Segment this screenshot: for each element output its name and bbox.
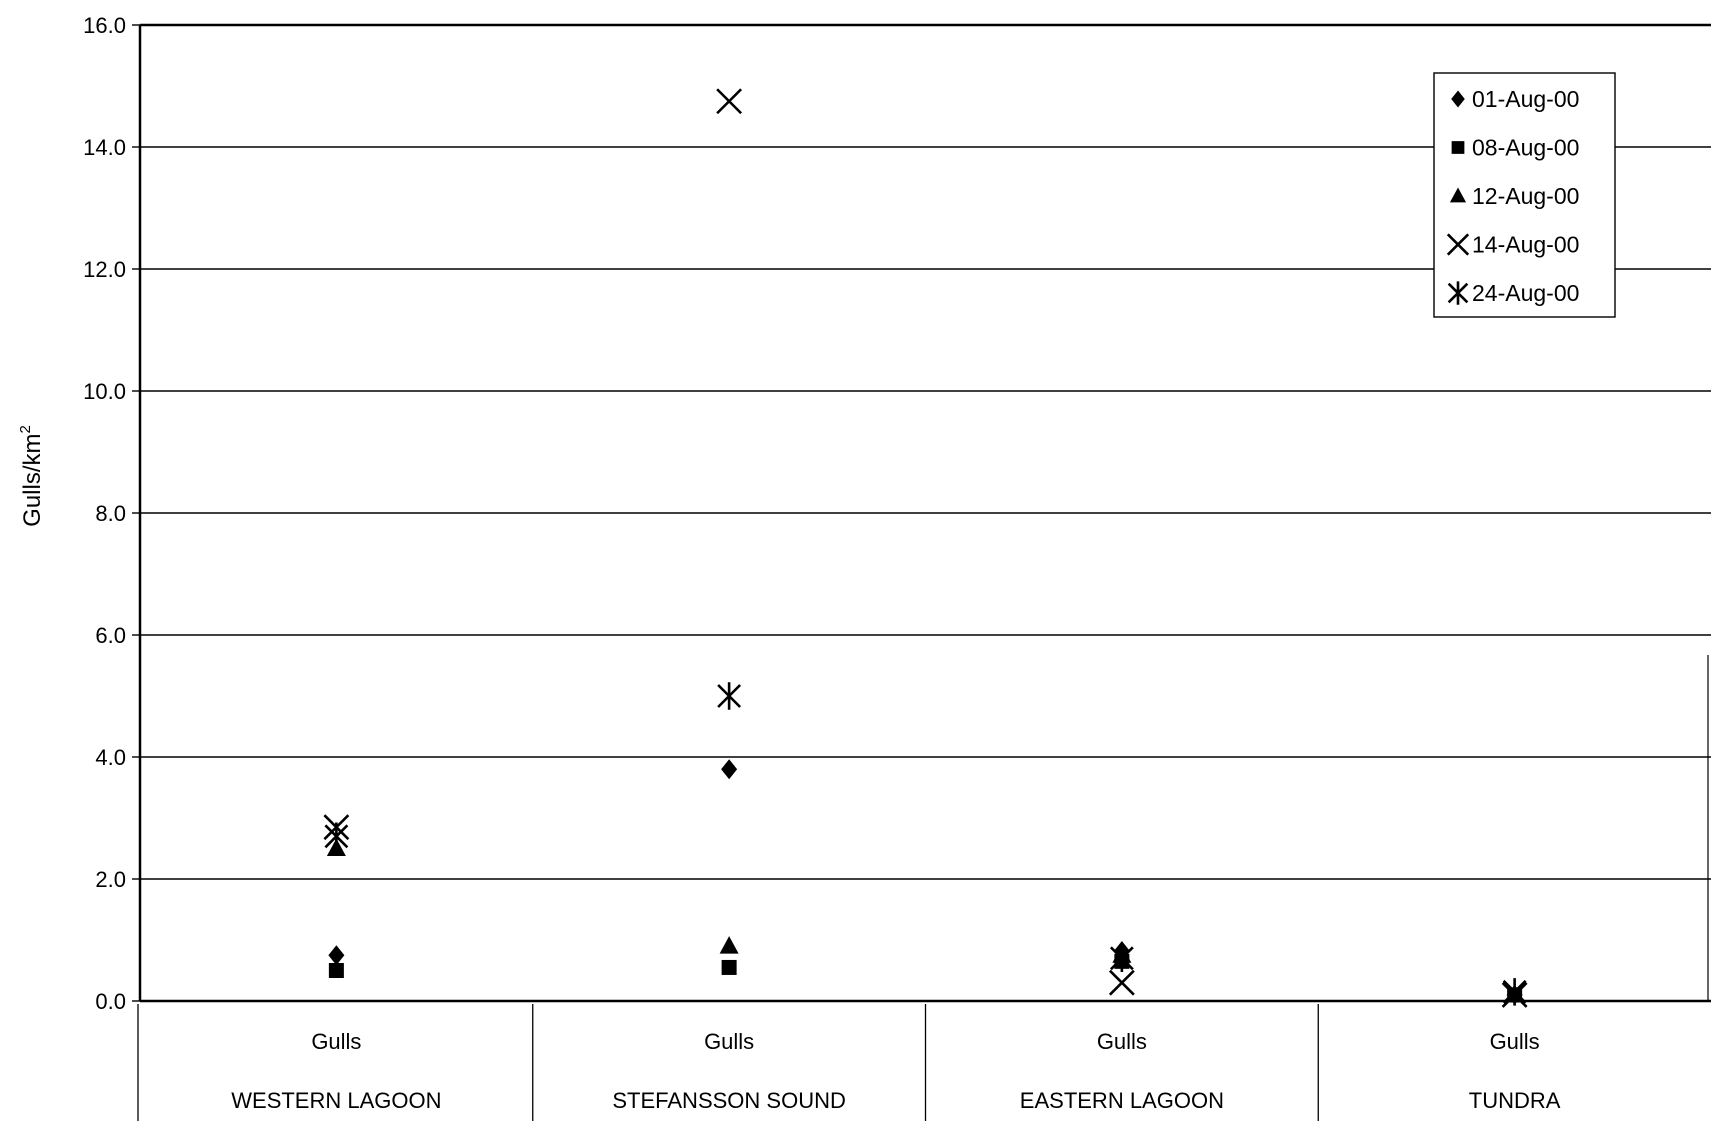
y-tick-label: 10.0 — [83, 379, 126, 404]
category-region-label: EASTERN LAGOON — [1020, 1088, 1224, 1113]
y-tick-label: 4.0 — [95, 745, 126, 770]
legend-label: 08-Aug-00 — [1472, 135, 1579, 161]
y-tick-label: 14.0 — [83, 135, 126, 160]
category-species-label: Gulls — [311, 1029, 361, 1054]
y-tick-label: 6.0 — [95, 623, 126, 648]
legend: 01-Aug-00 08-Aug-00 12-Aug-00 14-Aug-00 24-A… — [1433, 72, 1616, 318]
category-region-label: TUNDRA — [1469, 1088, 1561, 1113]
y-tick-label: 0.0 — [95, 989, 126, 1014]
category-labels: Gulls WESTERN LAGOON Gulls STEFANSSON SOUND… — [231, 1029, 1561, 1113]
category-species-label: Gulls — [704, 1029, 754, 1054]
y-axis-label: Gulls/km2 — [17, 425, 46, 527]
y-axis-label-text: Gulls/km — [19, 434, 46, 527]
y-tick-label: 12.0 — [83, 257, 126, 282]
data-point-square — [328, 963, 344, 978]
category-species-label: Gulls — [1097, 1029, 1147, 1054]
data-point-square — [721, 959, 737, 975]
data-point-diamond — [328, 945, 345, 966]
data-point-asterisk — [1109, 944, 1134, 973]
category-region-label: WESTERN LAGOON — [231, 1088, 441, 1113]
y-tick-label: 2.0 — [95, 867, 126, 892]
data-point-x — [1108, 969, 1135, 996]
legend-label: 12-Aug-00 — [1472, 183, 1579, 209]
y-tick-labels: 0.0 2.0 4.0 6.0 8.0 10.0 12.0 14.0 16.0 — [83, 13, 126, 1014]
legend-label: 14-Aug-00 — [1472, 232, 1579, 258]
legend-marker-diamond — [1451, 90, 1465, 108]
category-region-label: STEFANSSON SOUND — [612, 1088, 845, 1113]
y-axis-label-superscript: 2 — [17, 425, 34, 433]
data-point-asterisk — [717, 682, 742, 710]
data-point-asterisk — [324, 822, 349, 851]
data-point-asterisk — [1502, 978, 1527, 1006]
legend-marker-triangle — [1449, 187, 1467, 203]
y-tick-label: 16.0 — [83, 13, 126, 38]
legend-marker-asterisk — [1447, 281, 1469, 305]
gridlines — [140, 23, 1711, 880]
axes — [132, 24, 1711, 1121]
y-tick-label: 8.0 — [95, 501, 126, 526]
legend-box — [1433, 72, 1616, 318]
legend-marker-x — [1446, 233, 1470, 256]
data-point-x — [716, 88, 743, 115]
data-point-diamond — [721, 759, 738, 780]
legend-label: 01-Aug-00 — [1472, 86, 1579, 112]
category-species-label: Gulls — [1490, 1029, 1540, 1054]
legend-marker-square — [1451, 141, 1465, 154]
data-markers — [323, 88, 1528, 1008]
data-point-triangle — [719, 936, 739, 954]
legend-label: 24-Aug-00 — [1472, 280, 1579, 306]
